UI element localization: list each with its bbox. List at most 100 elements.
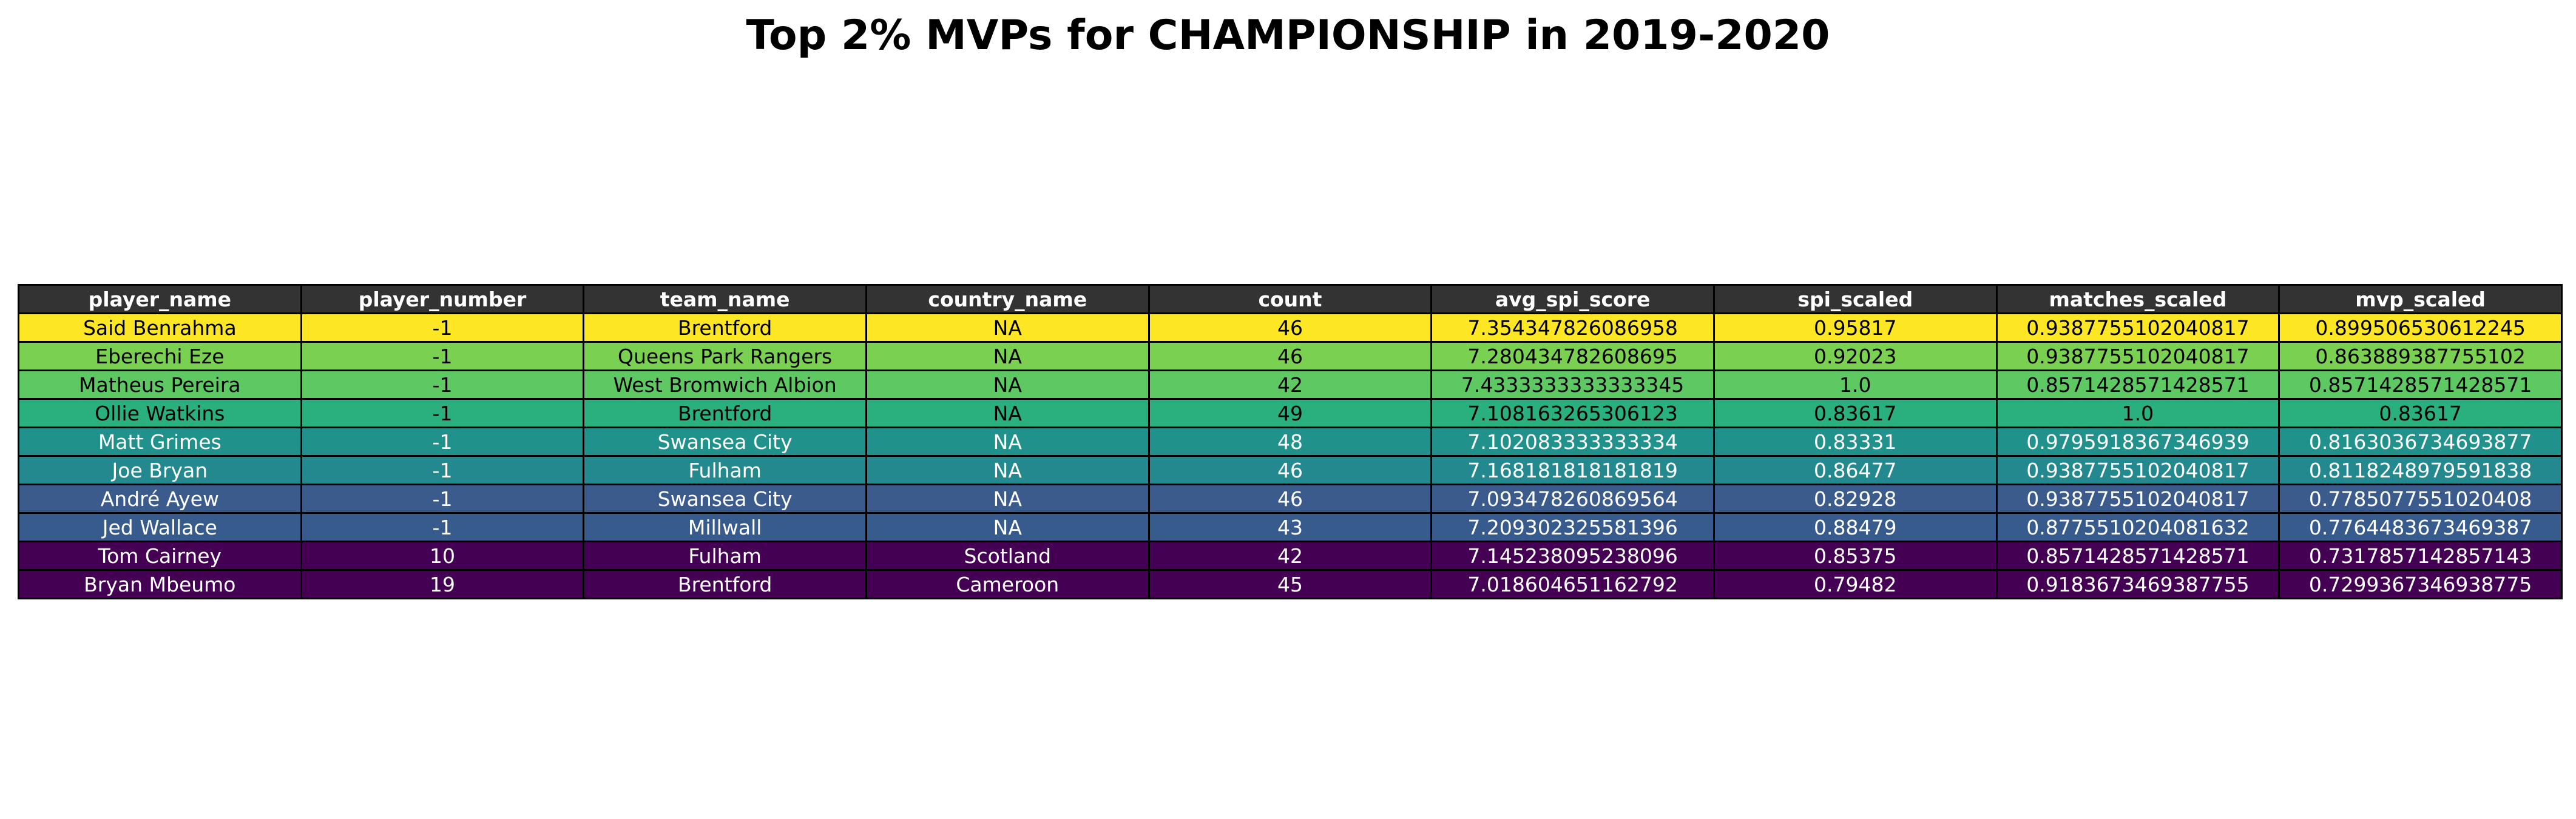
table-cell-player-name: Bryan Mbeumo [18, 569, 302, 599]
table-cell-player-name: Ollie Watkins [18, 398, 302, 428]
table-cell-matches-scaled: 0.8775510204081632 [1995, 512, 2280, 542]
column-header-count: count [1148, 284, 1433, 314]
table-cell-country-name: Cameroon [865, 569, 1150, 599]
table-cell-avg-spi-score: 7.145238095238096 [1430, 541, 1715, 571]
table-cell-spi-scaled: 0.82928 [1712, 484, 1998, 514]
table-cell-spi-scaled: 0.95817 [1712, 312, 1998, 343]
table-cell-player-name: Matt Grimes [18, 426, 302, 457]
table-cell-avg-spi-score: 7.209302325581396 [1430, 512, 1715, 542]
table-cell-spi-scaled: 1.0 [1712, 369, 1998, 400]
table-cell-spi-scaled: 0.83331 [1712, 426, 1998, 457]
table-cell-avg-spi-score: 7.168181818181819 [1430, 455, 1715, 485]
table-cell-player-name: Joe Bryan [18, 455, 302, 485]
mvp-table: player_name player_number team_name country… [18, 284, 2563, 599]
table-cell-player-number: 10 [300, 541, 585, 571]
table-cell-mvp-scaled: 0.863889387755102 [2278, 341, 2563, 371]
table-cell-matches-scaled: 1.0 [1995, 398, 2280, 428]
column-header-player-name: player_name [18, 284, 302, 314]
table-cell-mvp-scaled: 0.7299367346938775 [2278, 569, 2563, 599]
table-cell-spi-scaled: 0.88479 [1712, 512, 1998, 542]
table-cell-spi-scaled: 0.86477 [1712, 455, 1998, 485]
table-cell-country-name: NA [865, 426, 1150, 457]
table-cell-country-name: NA [865, 512, 1150, 542]
table-cell-team-name: Fulham [583, 455, 867, 485]
table-cell-player-name: Matheus Pereira [18, 369, 302, 400]
table-cell-count: 46 [1148, 484, 1433, 514]
table-cell-team-name: Brentford [583, 398, 867, 428]
table-cell-mvp-scaled: 0.8571428571428571 [2278, 369, 2563, 400]
table-cell-count: 46 [1148, 455, 1433, 485]
table-cell-player-number: -1 [300, 312, 585, 343]
table-cell-player-number: -1 [300, 341, 585, 371]
table-cell-mvp-scaled: 0.8118248979591838 [2278, 455, 2563, 485]
table-cell-avg-spi-score: 7.018604651162792 [1430, 569, 1715, 599]
table-cell-player-number: 19 [300, 569, 585, 599]
table-cell-matches-scaled: 0.9387755102040817 [1995, 312, 2280, 343]
table-cell-team-name: Queens Park Rangers [583, 341, 867, 371]
table-cell-matches-scaled: 0.9795918367346939 [1995, 426, 2280, 457]
column-header-mvp-scaled: mvp_scaled [2278, 284, 2563, 314]
table-row: Matheus Pereira -1 West Bromwich Albion NA 4… [18, 369, 2563, 400]
table-cell-avg-spi-score: 7.093478260869564 [1430, 484, 1715, 514]
table-cell-country-name: Scotland [865, 541, 1150, 571]
table-row: Eberechi Eze -1 Queens Park Rangers NA 46 7.2… [18, 341, 2563, 371]
table-cell-team-name: Fulham [583, 541, 867, 571]
chart-title: Top 2% MVPs for CHAMPIONSHIP in 2019-202… [746, 12, 1830, 59]
table-cell-player-name: Said Benrahma [18, 312, 302, 343]
column-header-matches-scaled: matches_scaled [1995, 284, 2280, 314]
table-cell-count: 48 [1148, 426, 1433, 457]
table-cell-mvp-scaled: 0.83617 [2278, 398, 2563, 428]
table-cell-country-name: NA [865, 312, 1150, 343]
table-cell-matches-scaled: 0.8571428571428571 [1995, 541, 2280, 571]
table-cell-spi-scaled: 0.79482 [1712, 569, 1998, 599]
table-cell-count: 43 [1148, 512, 1433, 542]
table-row: Joe Bryan -1 Fulham NA 46 7.168181818181819 0.… [18, 455, 2563, 485]
table-cell-player-name: André Ayew [18, 484, 302, 514]
table-cell-mvp-scaled: 0.8163036734693877 [2278, 426, 2563, 457]
table-cell-player-name: Tom Cairney [18, 541, 302, 571]
table-row: Jed Wallace -1 Millwall NA 43 7.2093023255813… [18, 512, 2563, 542]
table-cell-avg-spi-score: 7.102083333333334 [1430, 426, 1715, 457]
table-cell-team-name: Swansea City [583, 426, 867, 457]
table-cell-player-number: -1 [300, 455, 585, 485]
table-row: Matt Grimes -1 Swansea City NA 48 7.102083333… [18, 426, 2563, 457]
table-cell-avg-spi-score: 7.280434782608695 [1430, 341, 1715, 371]
table-cell-matches-scaled: 0.9387755102040817 [1995, 484, 2280, 514]
table-cell-player-number: -1 [300, 512, 585, 542]
table-cell-mvp-scaled: 0.7785077551020408 [2278, 484, 2563, 514]
table-cell-spi-scaled: 0.92023 [1712, 341, 1998, 371]
table-cell-mvp-scaled: 0.7317857142857143 [2278, 541, 2563, 571]
column-header-avg-spi-score: avg_spi_score [1430, 284, 1715, 314]
table-cell-player-number: -1 [300, 426, 585, 457]
table-cell-avg-spi-score: 7.108163265306123 [1430, 398, 1715, 428]
table-cell-player-name: Jed Wallace [18, 512, 302, 542]
table-cell-matches-scaled: 0.9387755102040817 [1995, 341, 2280, 371]
table-header-row: player_name player_number team_name country… [18, 284, 2563, 314]
table-cell-team-name: Millwall [583, 512, 867, 542]
table-cell-count: 49 [1148, 398, 1433, 428]
table-cell-matches-scaled: 0.9387755102040817 [1995, 455, 2280, 485]
table-cell-player-number: -1 [300, 398, 585, 428]
table-body: Said Benrahma -1 Brentford NA 46 7.3543478260… [18, 312, 2563, 599]
table-cell-team-name: Brentford [583, 569, 867, 599]
table-cell-team-name: Swansea City [583, 484, 867, 514]
column-header-spi-scaled: spi_scaled [1712, 284, 1998, 314]
table-cell-count: 46 [1148, 341, 1433, 371]
table-cell-count: 46 [1148, 312, 1433, 343]
column-header-country-name: country_name [865, 284, 1150, 314]
table-cell-mvp-scaled: 0.899506530612245 [2278, 312, 2563, 343]
table-cell-count: 45 [1148, 569, 1433, 599]
table-cell-country-name: NA [865, 398, 1150, 428]
table-cell-country-name: NA [865, 369, 1150, 400]
table-row: Bryan Mbeumo 19 Brentford Cameroon 45 7.01860… [18, 569, 2563, 599]
table-cell-player-number: -1 [300, 369, 585, 400]
table-cell-team-name: Brentford [583, 312, 867, 343]
table-cell-spi-scaled: 0.83617 [1712, 398, 1998, 428]
table-cell-country-name: NA [865, 484, 1150, 514]
table-cell-spi-scaled: 0.85375 [1712, 541, 1998, 571]
column-header-player-number: player_number [300, 284, 585, 314]
table-cell-country-name: NA [865, 341, 1150, 371]
table-cell-matches-scaled: 0.8571428571428571 [1995, 369, 2280, 400]
table-cell-matches-scaled: 0.9183673469387755 [1995, 569, 2280, 599]
table-cell-player-name: Eberechi Eze [18, 341, 302, 371]
